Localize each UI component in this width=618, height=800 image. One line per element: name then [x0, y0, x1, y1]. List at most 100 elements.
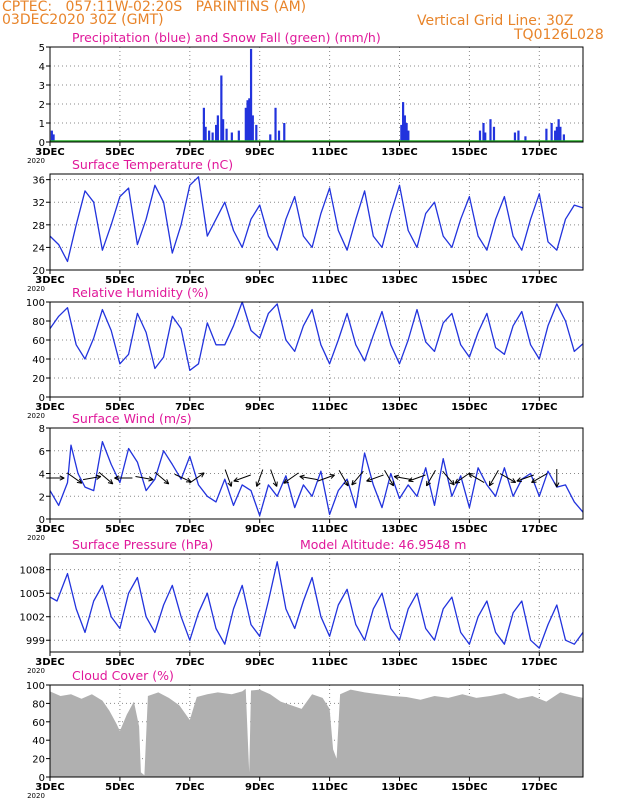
- wind-arrow-head: [408, 477, 413, 482]
- model-code: TQ0126L028: [514, 27, 604, 43]
- wind-arrow-shaft: [317, 474, 335, 482]
- wind-arrow-head: [59, 477, 65, 481]
- y-tick-label: 1: [39, 119, 45, 130]
- wind-arrow-shaft: [224, 469, 232, 487]
- wind-arrow-head: [78, 478, 83, 484]
- x-tick-label: 15DEC: [451, 147, 487, 158]
- series-line: [49, 176, 584, 263]
- wind-arrow-shaft: [488, 470, 499, 487]
- y-tick-label: 0: [39, 393, 45, 404]
- wind-arrow-head: [454, 478, 458, 484]
- x-tick-label: 7DEC: [175, 402, 204, 413]
- y-tick-label: 60: [32, 718, 45, 729]
- y-tick-label: 0: [39, 515, 45, 526]
- wind-arrow-head: [556, 482, 560, 488]
- y-tick-label: 2: [39, 100, 45, 111]
- wind-arrow-shaft: [366, 474, 384, 482]
- wind-arrow-head: [449, 482, 455, 486]
- wind-arrow: [499, 473, 517, 484]
- x-tick-label: 13DEC: [381, 782, 417, 793]
- x-tick-label: 11DEC: [311, 402, 347, 413]
- precipitation-bar: [550, 123, 553, 142]
- wind-arrow: [299, 474, 318, 481]
- wind-arrow-head: [351, 482, 357, 486]
- precipitation-bar: [403, 115, 406, 142]
- precipitation-bar: [489, 119, 492, 142]
- wind-arrow-head: [329, 473, 335, 476]
- x-tick-label: 3DEC: [35, 524, 64, 535]
- wind-arrow-head: [283, 478, 287, 484]
- precipitation-bar: [513, 132, 517, 142]
- wind-arrow-head: [166, 479, 170, 485]
- y-tick-label: 0: [39, 773, 45, 784]
- year-label: 2020: [27, 285, 45, 293]
- wind-arrow-shaft: [408, 474, 426, 482]
- precipitation-bar: [557, 119, 560, 142]
- precipitation-bar: [492, 126, 496, 142]
- wind-arrow-head: [148, 476, 154, 481]
- x-tick-label: 9DEC: [245, 402, 274, 413]
- x-tick-label: 3DEC: [35, 147, 64, 158]
- x-tick-label: 15DEC: [451, 524, 487, 535]
- wind-arrow-head: [148, 479, 154, 482]
- wind-arrow: [233, 474, 251, 483]
- wind-arrow: [468, 473, 485, 483]
- precipitation-bar: [555, 126, 558, 142]
- wind-arrow: [174, 473, 192, 483]
- precipitation-bar: [402, 102, 405, 142]
- x-tick-label: 11DEC: [311, 524, 347, 535]
- wind-arrow: [46, 475, 65, 481]
- panel-subtitle: Model Altitude: 46.9548 m: [300, 537, 466, 552]
- series-line: [49, 561, 584, 649]
- y-tick-label: 80: [32, 317, 45, 328]
- y-tick-label: 80: [32, 699, 45, 710]
- x-tick-label: 9DEC: [245, 275, 274, 286]
- wind-arrow-head: [394, 474, 400, 477]
- panel-frame: [49, 301, 584, 398]
- x-tick-label: 17DEC: [521, 524, 557, 535]
- wind-arrow: [82, 474, 102, 481]
- precipitation-bar: [517, 130, 520, 142]
- x-tick-label: 11DEC: [311, 147, 347, 158]
- wind-arrow-shaft: [394, 475, 412, 481]
- wind-arrow-head: [299, 474, 305, 477]
- precipitation-bar: [246, 100, 249, 142]
- y-tick-label: 4: [39, 62, 45, 73]
- wind-arrow-shaft: [338, 470, 349, 487]
- wind-arrow: [224, 469, 233, 487]
- series-line: [49, 440, 584, 517]
- y-tick-label: 60: [32, 336, 45, 347]
- wind-arrow-shaft: [516, 474, 534, 482]
- precipitation-bar: [400, 124, 403, 142]
- wind-arrow-head: [389, 482, 394, 487]
- wind-arrow: [270, 469, 278, 487]
- wind-arrow: [454, 472, 471, 484]
- precipitation-bar: [251, 115, 254, 142]
- y-tick-label: 20: [32, 374, 45, 385]
- run-date-header: 03DEC2020 30Z (GMT): [2, 12, 164, 28]
- wind-arrow-head: [393, 476, 399, 480]
- wind-arrow-shaft: [442, 470, 455, 486]
- panel-title: Relative Humidity (%): [72, 285, 209, 300]
- wind-arrow-head: [468, 473, 472, 478]
- wind-arrow: [442, 470, 455, 486]
- x-tick-label: 7DEC: [175, 657, 204, 668]
- wind-arrow-shaft: [154, 471, 170, 485]
- panel-frame: [49, 46, 584, 143]
- x-tick-label: 3DEC: [35, 402, 64, 413]
- precipitation-bar: [249, 48, 253, 142]
- y-tick-label: 40: [32, 355, 45, 366]
- precipitation-bar: [545, 128, 548, 142]
- precipitation-bar: [222, 119, 225, 142]
- wind-arrow: [516, 474, 534, 483]
- x-tick-label: 15DEC: [451, 782, 487, 793]
- x-tick-label: 5DEC: [105, 147, 134, 158]
- wind-arrow: [488, 470, 499, 487]
- wind-arrow: [384, 470, 395, 487]
- year-label: 2020: [27, 412, 45, 420]
- wind-arrow: [154, 471, 170, 485]
- x-tick-label: 17DEC: [521, 402, 557, 413]
- precipitation-bar: [405, 123, 408, 142]
- wind-arrow-head: [163, 482, 169, 485]
- precipitation-bar: [274, 107, 277, 142]
